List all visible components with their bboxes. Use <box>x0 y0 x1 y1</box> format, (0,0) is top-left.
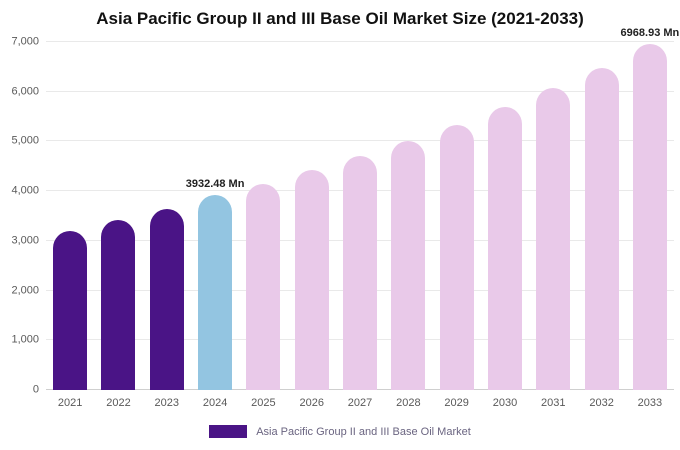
bar-2026[interactable] <box>294 169 329 390</box>
bar-2023[interactable] <box>149 209 184 390</box>
bar-series: 3932.48 Mn 6968.93 Mn <box>46 27 679 390</box>
bar-slot-2027 <box>336 42 384 390</box>
bar-slot-2021 <box>46 42 94 390</box>
bar-2024[interactable] <box>198 194 233 390</box>
bar-2030[interactable] <box>487 106 522 390</box>
bar-2031[interactable] <box>536 88 571 390</box>
x-axis-label-2029: 2029 <box>444 397 469 409</box>
bar-2029[interactable] <box>439 125 474 390</box>
legend: Asia Pacific Group II and III Base Oil M… <box>0 425 680 438</box>
x-axis-label-2028: 2028 <box>396 397 421 409</box>
x-axis-label-2025: 2025 <box>251 397 276 409</box>
x-axis-label-2027: 2027 <box>347 397 373 409</box>
x-axis-label-2024: 2024 <box>202 397 228 409</box>
y-axis-tick-label: 6,000 <box>11 85 39 98</box>
x-axis: 2021 2022 2023 2024 2025 2026 2027 2028 2029 2030… <box>46 397 674 409</box>
gridline <box>46 140 674 142</box>
bar-2027[interactable] <box>343 156 378 390</box>
legend-swatch <box>209 425 248 438</box>
bar-slot-2026 <box>288 42 336 390</box>
y-axis-tick-label: 4,000 <box>11 184 39 197</box>
bar-value-label: 6968.93 Mn <box>620 26 680 39</box>
y-axis-tick-label: 0 <box>32 383 39 396</box>
legend-label: Asia Pacific Group II and III Base Oil M… <box>256 425 471 438</box>
x-axis-label-2032: 2032 <box>589 397 614 409</box>
y-axis-tick-label: 2,000 <box>11 284 39 297</box>
x-axis-label-2021: 2021 <box>57 397 83 409</box>
gridline <box>46 41 674 42</box>
bar-slot-2029 <box>433 42 481 390</box>
bar-2033[interactable] <box>632 43 667 390</box>
bar-slot-2023 <box>143 42 191 390</box>
x-axis-label-2023: 2023 <box>154 397 180 409</box>
bar-slot-2033: 6968.93 Mn <box>621 27 679 390</box>
bar-slot-2028 <box>384 42 432 390</box>
bar-slot-2031 <box>529 42 577 390</box>
bar-slot-2025 <box>239 42 287 390</box>
x-axis-label-2033: 2033 <box>637 397 663 409</box>
gridline <box>46 90 674 92</box>
y-axis-tick-label: 1,000 <box>11 333 39 346</box>
plot-area: 3932.48 Mn 6968.93 Mn 0 1,000 2,000 3,000 4,0… <box>11 27 679 395</box>
x-axis-label-2031: 2031 <box>541 397 566 409</box>
x-axis-label-2022: 2022 <box>106 397 131 409</box>
bar-2032[interactable] <box>584 68 619 390</box>
x-axis-label-2026: 2026 <box>299 397 324 409</box>
bar-2025[interactable] <box>246 183 281 390</box>
bar-slot-2022 <box>94 42 142 390</box>
y-axis-tick-label: 3,000 <box>11 234 39 247</box>
x-axis-label-2030: 2030 <box>492 397 518 409</box>
bar-slot-2032 <box>577 42 625 390</box>
chart-title: Asia Pacific Group II and III Base Oil M… <box>96 9 584 28</box>
bar-2022[interactable] <box>101 219 136 390</box>
y-axis-tick-label: 7,000 <box>11 35 39 48</box>
bar-slot-2024: 3932.48 Mn <box>186 42 244 390</box>
bar-slot-2030 <box>481 42 529 390</box>
bar-2028[interactable] <box>391 140 426 390</box>
bar-2021[interactable] <box>53 230 88 390</box>
y-axis-tick-label: 5,000 <box>11 134 39 147</box>
bar-value-label: 3932.48 Mn <box>185 177 245 190</box>
